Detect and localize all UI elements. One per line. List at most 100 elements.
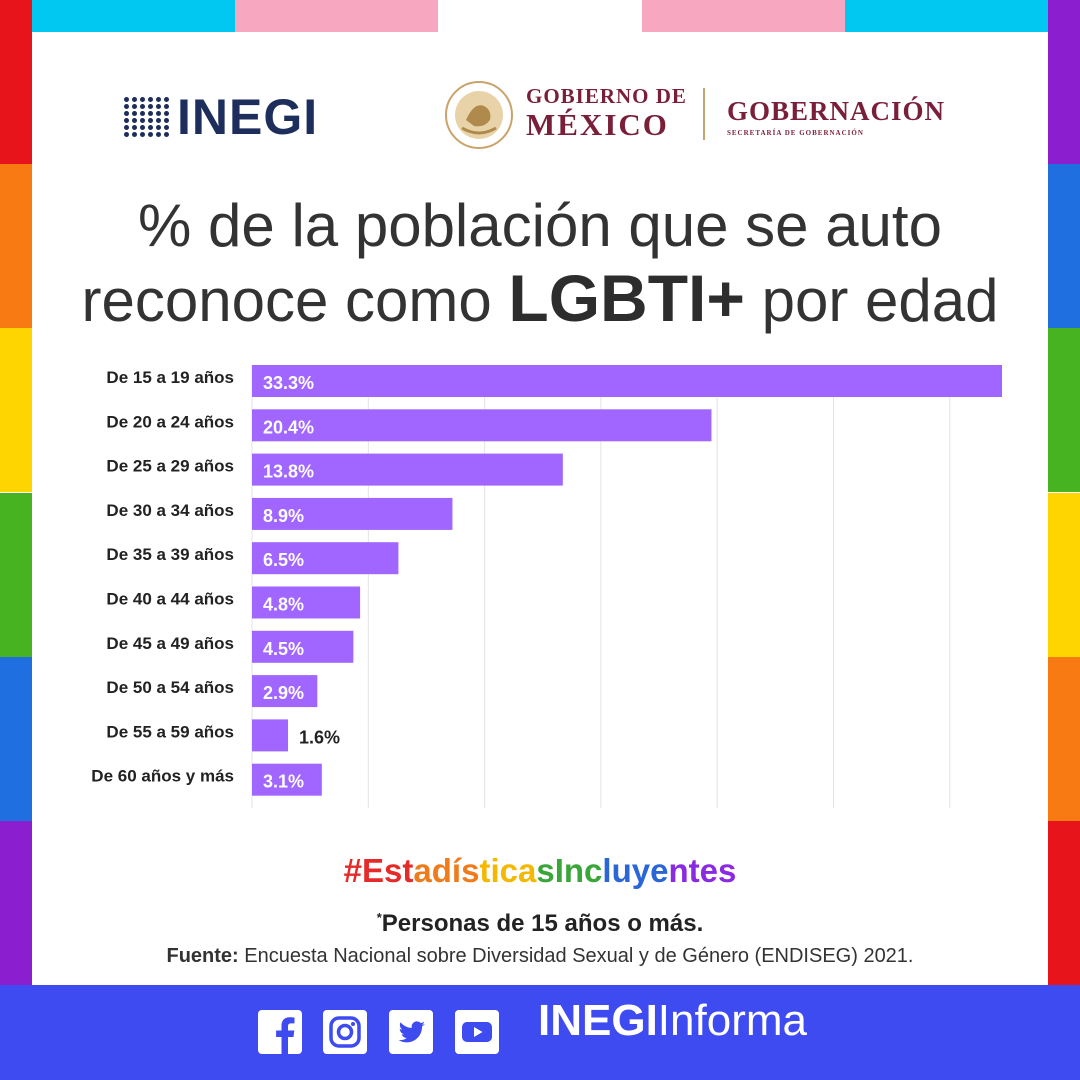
inegi-dot <box>140 124 145 130</box>
right-border-segment <box>1048 164 1080 329</box>
hashtag-letter: E <box>362 852 385 889</box>
hashtag-letter: c <box>584 852 603 889</box>
inegi-dot <box>140 96 145 102</box>
inegi-dot <box>124 103 129 109</box>
inegi-dot <box>124 110 129 116</box>
right-border-segment <box>1048 492 1080 657</box>
data-label: 2.9% <box>263 683 304 703</box>
category-label: De 45 a 49 años <box>106 634 234 653</box>
facebook-icon[interactable] <box>258 1010 302 1054</box>
footnote-mark: * <box>376 910 382 925</box>
hashtag-letter: l <box>602 852 612 889</box>
top-bar-segment <box>641 0 845 32</box>
inegi-dots-icon <box>124 96 171 138</box>
left-rainbow-border <box>0 0 32 985</box>
hashtag-letter: y <box>631 852 651 889</box>
mexico-seal-icon <box>445 81 513 149</box>
title-line-2: reconoce como LGBTI+ por edad <box>40 262 1040 337</box>
inegi-dot <box>124 124 129 130</box>
bar <box>252 409 712 442</box>
title-line-1: % de la población que se auto <box>138 192 942 259</box>
inegi-informa-bold: INEGI <box>538 996 658 1045</box>
hashtag-letter: s <box>384 852 403 889</box>
inegi-dot <box>148 131 153 137</box>
top-bar-segment <box>32 0 236 32</box>
hashtag-letter: n <box>563 852 585 889</box>
bar <box>252 365 1002 397</box>
inegi-dot <box>164 124 169 130</box>
data-label: 3.1% <box>263 772 304 792</box>
bar <box>252 586 361 619</box>
bar <box>252 719 289 752</box>
gobierno-de-mexico-logo: GOBIERNO DE MÉXICO <box>526 86 687 141</box>
hashtag-letter: # <box>343 852 362 889</box>
bar <box>252 453 563 486</box>
hashtag-letter: n <box>668 852 689 889</box>
hashtag-letter: a <box>517 852 537 889</box>
right-border-segment <box>1048 656 1080 821</box>
inegi-dot <box>132 131 137 137</box>
source-label: Fuente: <box>166 945 239 967</box>
inegi-dot <box>132 96 137 102</box>
page-title: % de la población que se auto reconoce c… <box>40 190 1040 337</box>
inegi-dot <box>156 117 161 123</box>
inegi-dot <box>156 96 161 102</box>
inegi-dot <box>124 96 129 102</box>
gobernacion-title: GOBERNACIÓN <box>727 96 946 126</box>
category-label: De 60 años y más <box>91 767 234 786</box>
bar <box>252 675 318 708</box>
gobernacion-subtitle: SECRETARÍA DE GOBERNACIÓN <box>727 129 864 137</box>
gobernacion-logo: GOBERNACIÓN SECRETARÍA DE GOBERNACIÓN <box>727 98 945 137</box>
inegi-dot <box>132 117 137 123</box>
inegi-dot <box>164 103 169 109</box>
inegi-dot <box>132 103 137 109</box>
hashtag-letter: í <box>451 852 462 889</box>
left-border-segment <box>0 820 32 985</box>
hashtag-letter: t <box>479 852 491 889</box>
data-label: 8.9% <box>263 506 304 526</box>
category-label: De 50 a 54 años <box>106 678 234 697</box>
left-border-segment <box>0 0 32 165</box>
inegi-dot <box>164 131 169 137</box>
top-trans-flag-bar <box>32 0 1048 32</box>
hashtag-letter: s <box>461 852 480 889</box>
bar <box>252 763 322 796</box>
inegi-dot <box>132 124 137 130</box>
inegi-dot <box>140 117 145 123</box>
footer-bar: INEGIInforma <box>0 985 1080 1080</box>
twitter-icon[interactable] <box>389 1010 433 1054</box>
hashtag-letter: s <box>536 852 555 889</box>
header-logos: INEGI GOBIERNO DE MÉXICO GOBERNACIÓN SEC… <box>0 80 1080 150</box>
hashtag-letter: I <box>554 852 564 889</box>
data-label: 20.4% <box>263 417 314 437</box>
inegi-dot <box>140 103 145 109</box>
category-label: De 40 a 44 años <box>106 590 234 609</box>
inegi-dot <box>148 110 153 116</box>
right-border-segment <box>1048 820 1080 985</box>
inegi-logo-text: INEGI <box>177 89 319 145</box>
inegi-dot <box>156 124 161 130</box>
left-border-segment <box>0 656 32 821</box>
inegi-dot <box>164 117 169 123</box>
bar <box>252 497 453 530</box>
youtube-icon[interactable] <box>455 1010 499 1054</box>
inegi-dot <box>140 110 145 116</box>
hashtag-letter: e <box>699 852 718 889</box>
inegi-dot <box>140 131 145 137</box>
hashtag-letter: u <box>611 852 632 889</box>
right-border-segment <box>1048 328 1080 493</box>
data-label: 33.3% <box>263 373 314 393</box>
inegi-dot <box>164 96 169 102</box>
inegi-dot <box>156 110 161 116</box>
hashtag-letter: d <box>431 852 452 889</box>
instagram-icon[interactable] <box>323 1010 367 1054</box>
right-rainbow-border <box>1048 0 1080 985</box>
title-emphasis: LGBTI+ <box>508 261 745 335</box>
title-line-2-start: reconoce como <box>81 267 509 334</box>
inegi-dot <box>132 110 137 116</box>
inegi-informa-light: Informa <box>657 996 807 1045</box>
category-label: De 55 a 59 años <box>106 722 234 741</box>
category-label: De 25 a 29 años <box>106 457 234 476</box>
logo-divider <box>703 88 705 140</box>
category-label: De 35 a 39 años <box>106 545 234 564</box>
